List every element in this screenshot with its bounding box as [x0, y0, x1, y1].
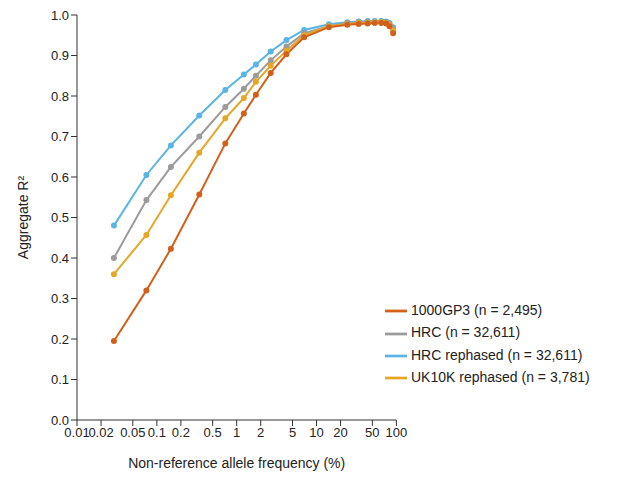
svg-text:1: 1 [233, 425, 240, 440]
svg-text:20: 20 [333, 425, 347, 440]
html-text:HRC rephased (n = 32,611): HRC rephased (n = 32,611) [411, 346, 583, 363]
svg-text:Non-reference allele frequency: Non-reference allele frequency (%) [128, 455, 345, 471]
svg-text:0.9: 0.9 [51, 48, 69, 63]
svg-text:0.8: 0.8 [51, 89, 69, 104]
svg-text:0.05: 0.05 [120, 425, 145, 440]
html-text:HRC (n = 32,611): HRC (n = 32,611) [411, 324, 521, 341]
svg-text:0.5: 0.5 [51, 210, 69, 225]
svg-text:0.7: 0.7 [51, 129, 69, 144]
html-text:1000GP3 (n = 2,495): 1000GP3 (n = 2,495) [411, 302, 543, 318]
svg-text:50: 50 [365, 425, 379, 440]
svg-text:2: 2 [257, 425, 264, 440]
svg-text:5: 5 [289, 425, 296, 440]
html-text:UK10K rephased (n = 3,781): UK10K rephased (n = 3,781) [411, 368, 590, 385]
svg-text:0.2: 0.2 [172, 425, 190, 440]
svg-text:0.02: 0.02 [88, 425, 113, 440]
svg-text:0.6: 0.6 [51, 170, 69, 185]
svg-text:0.4: 0.4 [51, 251, 69, 266]
svg-text:0.1: 0.1 [51, 372, 69, 387]
svg-text:10: 10 [309, 425, 323, 440]
svg-text:0.01: 0.01 [64, 425, 90, 441]
svg-text:0.5: 0.5 [204, 425, 222, 440]
svg-text:0.2: 0.2 [51, 332, 69, 347]
svg-text:0.3: 0.3 [51, 291, 69, 306]
svg-text:Aggregate R²: Aggregate R² [15, 176, 31, 260]
svg-text:0.1: 0.1 [148, 425, 166, 440]
svg-text:0.0: 0.0 [51, 413, 69, 428]
svg-text:100: 100 [386, 425, 408, 440]
svg-text:1.0: 1.0 [51, 8, 69, 23]
